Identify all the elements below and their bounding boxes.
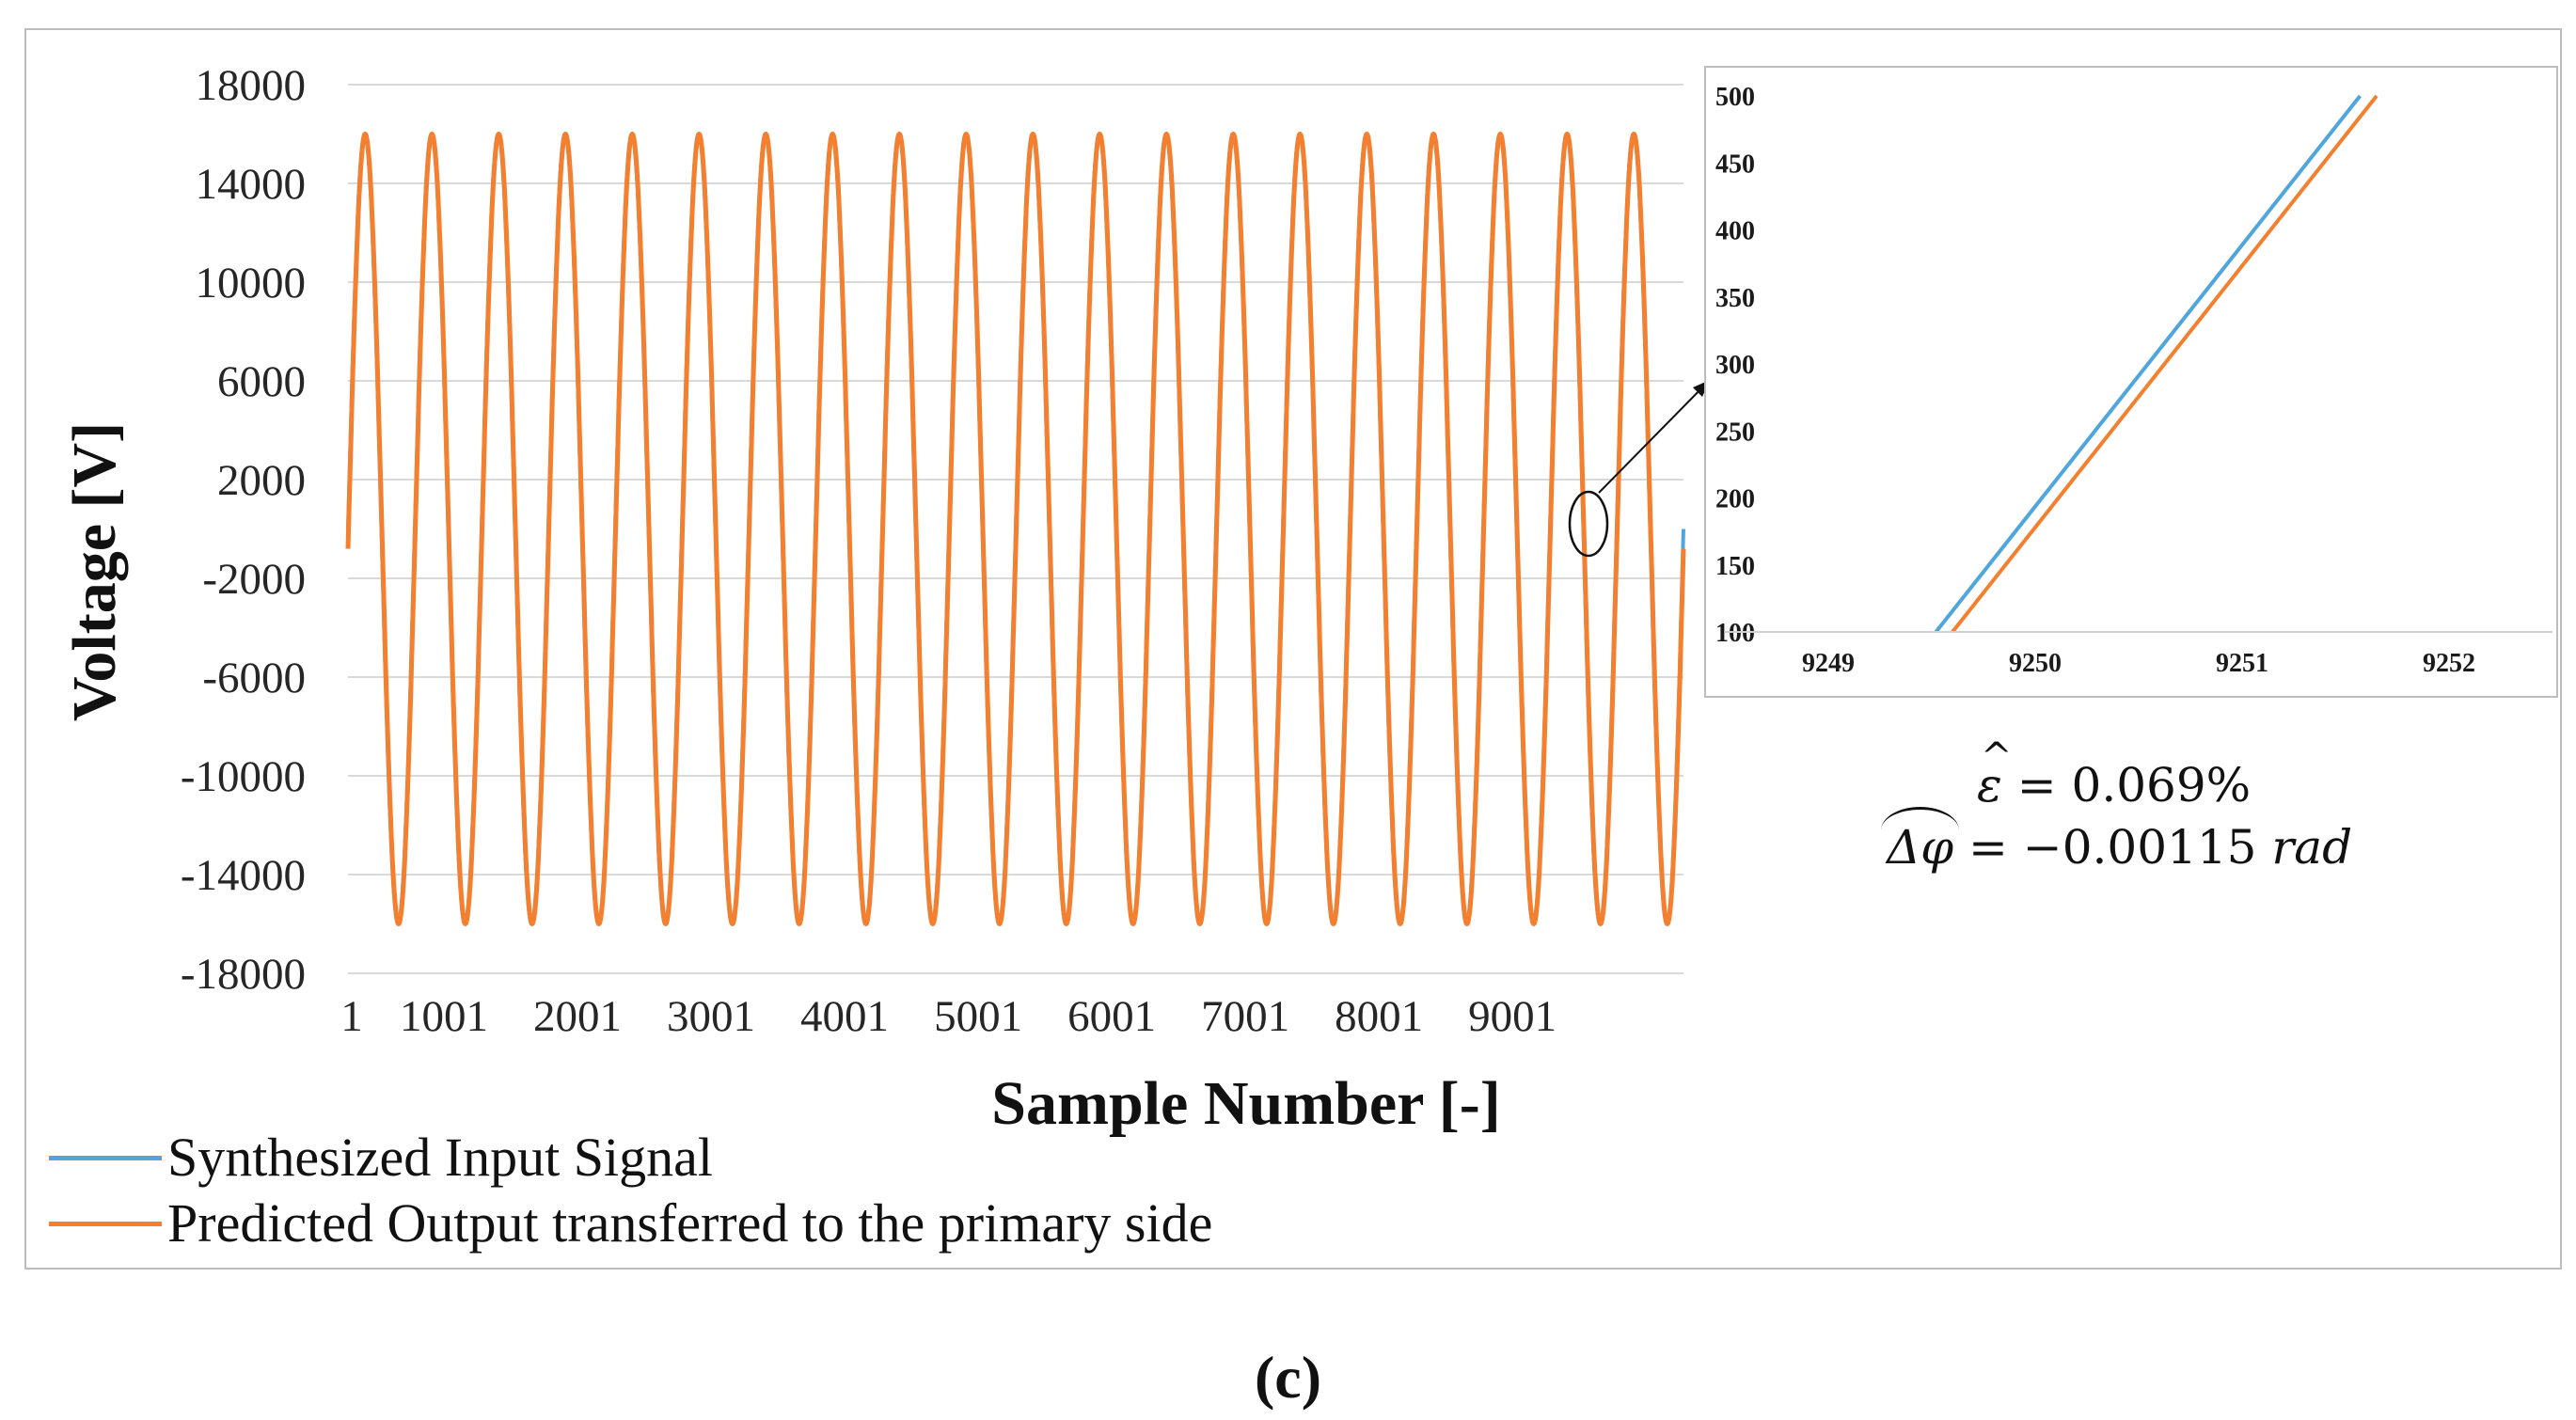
hat-arc: [1881, 807, 1960, 830]
x-tick-label: 3001: [667, 992, 755, 1041]
inset-series-group: [1934, 94, 2378, 634]
inset-y-tick-labels: 500 450 400 350 300 250 200 150 100: [1715, 83, 1755, 648]
legend-swatch-blue: [49, 1155, 162, 1160]
x-tick-label: 1: [340, 992, 363, 1041]
inset-y-tick-label: 250: [1715, 418, 1755, 447]
y-tick-label: -18000: [181, 950, 306, 999]
x-tick-label: 2001: [533, 992, 622, 1041]
inset-y-tick-label: 200: [1715, 485, 1755, 514]
inset-x-tick-label: 9249: [1802, 649, 1855, 678]
inset-series-line-synthesized-input: [1934, 94, 2362, 634]
zoom-inset-panel: 500 450 400 350 300 250 200 150 100 9249 9250 9251…: [1704, 66, 2558, 698]
legend-item-predicted-output: Predicted Output transferred to the prim…: [49, 1191, 1212, 1256]
legend-label-predicted-output: Predicted Output transferred to the prim…: [167, 1192, 1213, 1254]
epsilon-symbol: ε: [1977, 726, 2012, 816]
main-x-tick-labels: 1 1001 2001 3001 4001 5001 6001 7001 8001 9001: [340, 992, 1557, 1041]
y-tick-label: 2000: [217, 456, 306, 505]
inset-y-tick-label: 500: [1715, 83, 1755, 112]
zoom-highlight-ellipse: [1568, 490, 1609, 558]
epsilon-value: = 0.069%: [2001, 758, 2252, 813]
x-tick-label: 5001: [934, 992, 1022, 1041]
y-tick-label: 14000: [196, 160, 307, 209]
error-metrics: ε = 0.069% Δφ = −0.00115 rad: [1872, 726, 2436, 878]
delta-phi-symbol: Δφ: [1881, 807, 1960, 878]
x-tick-label: 8001: [1335, 992, 1423, 1041]
x-tick-label: 9001: [1468, 992, 1557, 1041]
inset-y-tick-label: 150: [1715, 552, 1755, 581]
epsilon-metric: ε = 0.069%: [1872, 726, 2436, 816]
figure-caption: (c): [1254, 1344, 1322, 1411]
y-tick-label: 10000: [196, 259, 307, 308]
x-tick-label: 7001: [1201, 992, 1289, 1041]
legend: Synthesized Input Signal Predicted Outpu…: [49, 1125, 1212, 1256]
x-tick-label: 1001: [400, 992, 488, 1041]
inset-y-tick-label: 350: [1715, 284, 1755, 313]
phase-shift-metric: Δφ = −0.00115 rad: [1872, 807, 2436, 878]
inset-series-line-predicted-output: [1951, 94, 2378, 634]
legend-label-synthesized-input: Synthesized Input Signal: [167, 1127, 713, 1188]
inset-y-tick-label: 300: [1715, 351, 1755, 380]
inset-x-tick-label: 9251: [2216, 649, 2268, 678]
main-chart: 18000 14000 10000 6000 2000 -2000 -6000 -10000 -…: [60, 61, 1711, 1138]
y-tick-label: -2000: [202, 555, 306, 604]
x-tick-label: 4001: [800, 992, 889, 1041]
inset-chart: 500 450 400 350 300 250 200 150 100 9249 9250 9251…: [1715, 83, 2552, 678]
phase-shift-value: = −0.00115: [1953, 820, 2272, 875]
inset-y-tick-label: 100: [1715, 619, 1755, 648]
inset-x-tick-label: 9252: [2423, 649, 2475, 678]
main-series-group: [345, 132, 1686, 926]
zoom-callout-arrow: [1598, 379, 1711, 494]
x-tick-label: 6001: [1067, 992, 1156, 1041]
main-y-tick-labels: 18000 14000 10000 6000 2000 -2000 -6000 -10000 -…: [181, 61, 306, 999]
y-tick-label: -14000: [181, 851, 306, 900]
series-line-predicted-output: [345, 132, 1686, 926]
inset-y-tick-label: 450: [1715, 150, 1755, 179]
inset-x-tick-labels: 9249 9250 9251 9252: [1802, 649, 2475, 678]
legend-swatch-orange: [49, 1221, 162, 1226]
phase-shift-unit: rad: [2271, 820, 2353, 875]
inset-y-tick-label: 400: [1715, 217, 1755, 246]
y-tick-label: -6000: [202, 654, 306, 702]
x-axis-title: Sample Number [-]: [991, 1069, 1500, 1138]
inset-x-tick-label: 9250: [2009, 649, 2062, 678]
y-tick-label: 6000: [217, 357, 306, 406]
y-axis-title: Voltage [V]: [60, 422, 129, 721]
y-tick-label: -10000: [181, 752, 306, 801]
legend-item-synthesized-input: Synthesized Input Signal: [49, 1125, 1212, 1191]
y-tick-label: 18000: [196, 61, 307, 110]
